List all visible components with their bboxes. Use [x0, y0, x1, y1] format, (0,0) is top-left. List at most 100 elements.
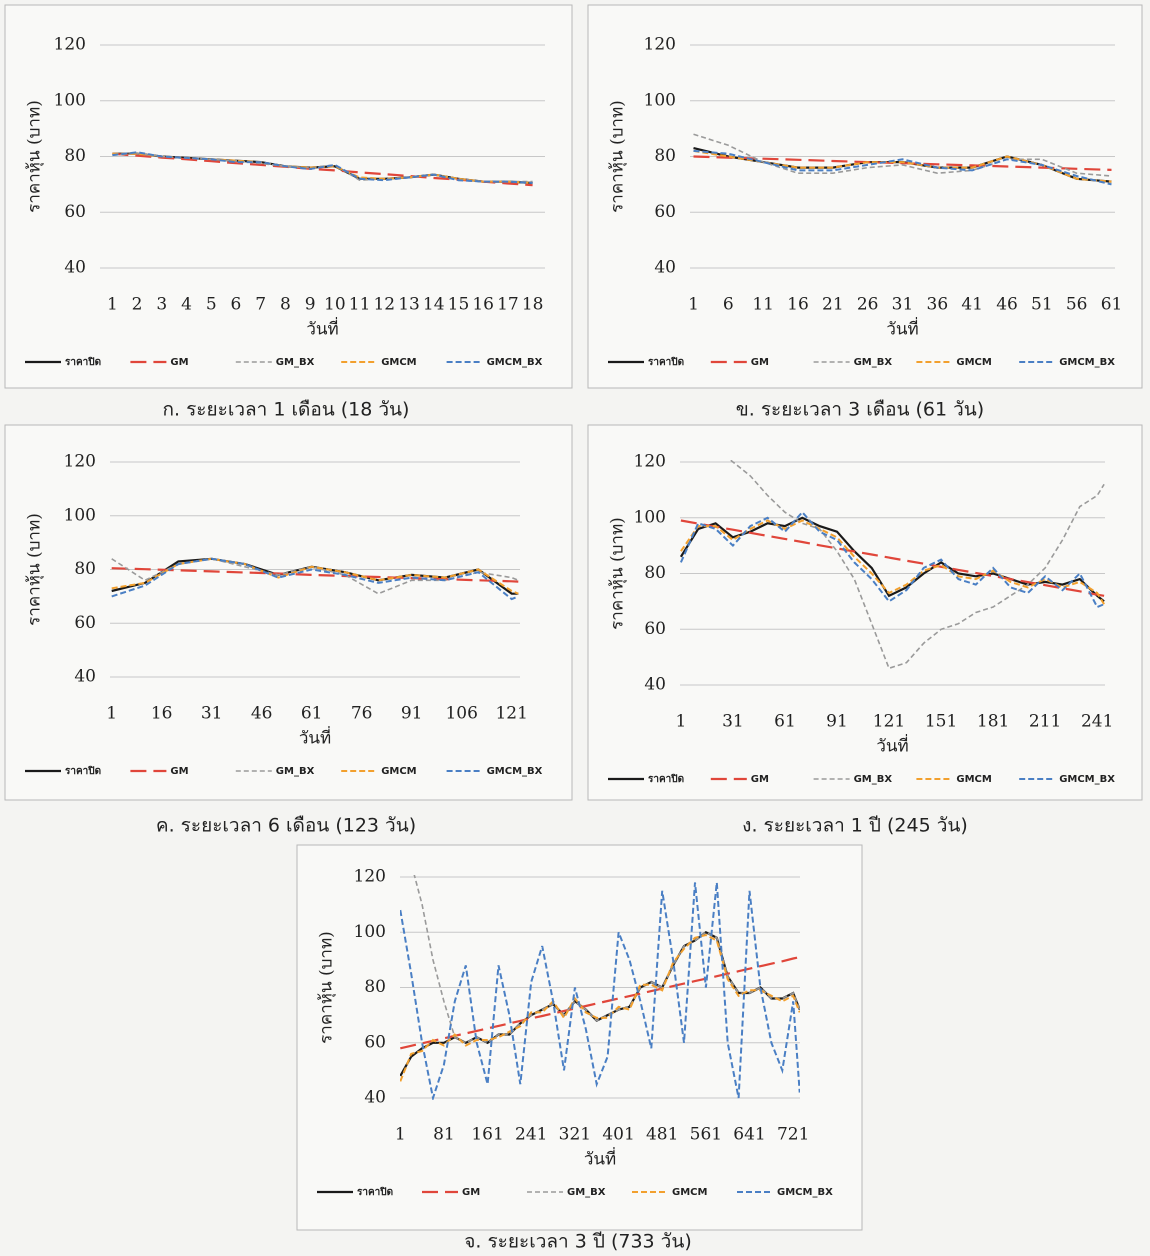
legend-label: GM_BX: [276, 357, 315, 368]
x-tick-label: 241: [515, 1125, 547, 1145]
chart-caption: ก. ระยะเวลา 1 เดือน (18 วัน): [163, 399, 410, 421]
series-line: [400, 933, 800, 1082]
x-axis-title: วันที่: [886, 317, 918, 340]
legend-label: GMCM: [672, 1187, 707, 1198]
x-tick-label: 46: [996, 295, 1018, 315]
x-tick-label: 1: [107, 295, 118, 315]
series-line: [680, 510, 1105, 609]
x-tick-label: 641: [733, 1125, 765, 1145]
x-tick-label: 121: [495, 704, 527, 724]
y-tick-label: 120: [354, 867, 386, 887]
series-line: [111, 557, 519, 601]
panel-border: [4, 424, 573, 801]
x-tick-label: 26: [857, 295, 879, 315]
x-tick-label: 3: [156, 295, 167, 315]
legend-label: ราคาปิด: [648, 356, 684, 368]
legend-label: GMCM: [956, 774, 991, 785]
y-axis-title: ราคาหุ้น (บาท): [25, 513, 45, 626]
x-tick-label: 15: [448, 295, 470, 315]
y-tick-label: 60: [64, 202, 86, 222]
y-tick-label: 80: [654, 146, 676, 166]
chart-caption: จ. ระยะเวลา 3 ปี (733 วัน): [464, 1231, 692, 1253]
y-tick-label: 100: [64, 505, 96, 525]
x-tick-label: 1: [675, 712, 686, 732]
panel-border: [4, 4, 573, 389]
x-tick-label: 8: [280, 295, 291, 315]
chart-panel: 40 60 80 100 120 1 31 61 91 121 151 181 211 241 วันที่…: [587, 424, 1143, 801]
y-tick-label: 80: [64, 146, 86, 166]
legend-label: GMCM_BX: [487, 766, 543, 777]
chart-caption: ง. ระยะเวลา 1 ปี (245 วัน): [742, 815, 968, 837]
x-tick-label: 16: [151, 704, 173, 724]
x-tick-label: 321: [559, 1125, 591, 1145]
legend-label: GM: [751, 774, 769, 785]
y-tick-label: 40: [364, 1088, 386, 1108]
chart-caption: ค. ระยะเวลา 6 เดือน (123 วัน): [156, 815, 416, 837]
x-tick-label: 7: [255, 295, 266, 315]
x-tick-label: 481: [646, 1125, 678, 1145]
y-tick-label: 60: [654, 202, 676, 222]
y-axis-title: ราคาหุ้น (บาท): [608, 100, 628, 213]
chart-caption: ข. ระยะเวลา 3 เดือน (61 วัน): [736, 399, 984, 421]
legend-label: GMCM_BX: [1059, 357, 1115, 368]
x-tick-label: 5: [206, 295, 217, 315]
x-axis-title: วันที่: [299, 726, 331, 749]
series-line: [693, 155, 1112, 171]
legend-label: GM: [170, 766, 188, 777]
x-tick-label: 1: [395, 1125, 406, 1145]
x-tick-label: 51: [1031, 295, 1053, 315]
y-tick-label: 120: [644, 35, 676, 55]
x-tick-label: 31: [892, 295, 914, 315]
legend-label: GM: [170, 357, 188, 368]
x-tick-label: 121: [873, 712, 905, 732]
y-tick-label: 80: [644, 563, 666, 583]
y-tick-label: 100: [644, 90, 676, 110]
y-axis-title: ราคาหุ้น (บาท): [25, 100, 45, 213]
y-axis-title: ราคาหุ้น (บาท): [608, 517, 628, 630]
y-tick-label: 40: [644, 675, 666, 695]
y-tick-label: 60: [74, 613, 96, 633]
y-tick-label: 80: [364, 977, 386, 997]
y-tick-label: 120: [64, 452, 96, 472]
x-tick-label: 17: [497, 295, 519, 315]
x-tick-label: 31: [201, 704, 223, 724]
x-tick-label: 161: [471, 1125, 503, 1145]
x-tick-label: 241: [1081, 712, 1113, 732]
x-axis-title: วันที่: [876, 734, 908, 757]
legend-label: GM_BX: [854, 774, 893, 785]
x-tick-label: 41: [961, 295, 983, 315]
legend-label: GM_BX: [854, 357, 893, 368]
x-tick-label: 721: [777, 1125, 809, 1145]
series-line: [680, 516, 1105, 603]
x-tick-label: 14: [423, 295, 445, 315]
series-line: [693, 133, 1112, 177]
legend-label: GM_BX: [276, 766, 315, 777]
y-tick-label: 120: [54, 35, 86, 55]
y-tick-label: 120: [634, 452, 666, 472]
x-tick-label: 11: [752, 295, 774, 315]
series-line: [400, 956, 800, 1050]
x-tick-label: 91: [826, 712, 848, 732]
x-tick-label: 21: [822, 295, 844, 315]
y-tick-label: 60: [644, 619, 666, 639]
series-line: [400, 882, 800, 1100]
legend-label: GMCM_BX: [487, 357, 543, 368]
y-tick-label: 40: [64, 258, 86, 278]
panel-border: [587, 4, 1143, 389]
series-line: [111, 557, 519, 595]
legend-label: ราคาปิด: [648, 773, 684, 785]
x-tick-label: 10: [324, 295, 346, 315]
y-tick-label: 40: [74, 667, 96, 687]
legend-label: GMCM: [956, 357, 991, 368]
x-tick-label: 76: [351, 704, 373, 724]
y-tick-label: 40: [654, 258, 676, 278]
chart-panel: 40 60 80 100 120 1 81 161 241 321 401 481 561 641 721 ว…: [296, 844, 863, 1231]
series-line: [111, 567, 519, 583]
x-axis-title: วันที่: [584, 1147, 616, 1170]
x-tick-label: 2: [132, 295, 143, 315]
x-tick-label: 91: [401, 704, 423, 724]
x-tick-label: 211: [1029, 712, 1061, 732]
